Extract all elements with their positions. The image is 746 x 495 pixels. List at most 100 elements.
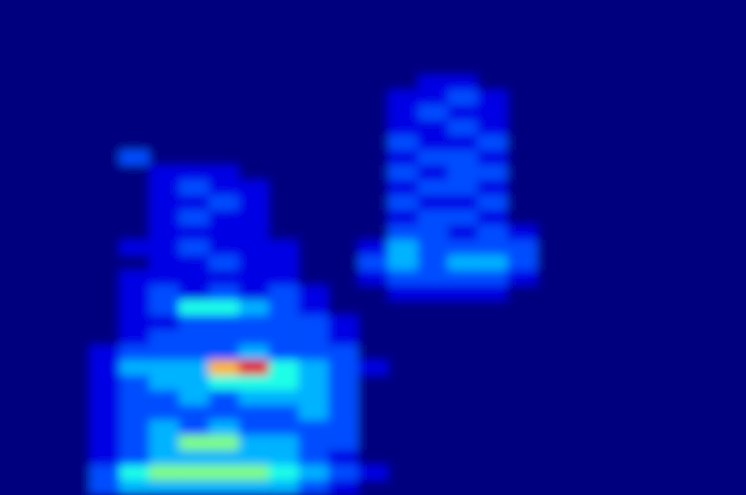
heatmap-cell bbox=[269, 75, 299, 91]
heatmap-cell bbox=[179, 345, 209, 361]
heatmap-cell bbox=[418, 435, 448, 451]
heatmap-cell bbox=[537, 225, 567, 241]
heatmap-cell bbox=[0, 315, 30, 331]
heatmap-cell bbox=[179, 195, 209, 211]
heatmap-cell bbox=[537, 435, 567, 451]
heatmap-cell bbox=[60, 60, 90, 76]
heatmap-cell bbox=[627, 315, 657, 331]
heatmap-cell bbox=[627, 45, 657, 61]
heatmap-cell bbox=[30, 90, 60, 106]
heatmap-cell bbox=[119, 315, 149, 331]
heatmap-cell bbox=[537, 270, 567, 286]
heatmap-cell bbox=[149, 135, 179, 151]
heatmap-cell bbox=[597, 225, 627, 241]
heatmap-cell bbox=[388, 480, 418, 495]
heatmap-cell bbox=[269, 330, 299, 346]
heatmap-cell bbox=[507, 60, 537, 76]
heatmap-cell bbox=[60, 240, 90, 256]
heatmap-cell bbox=[686, 15, 716, 31]
heatmap-cell bbox=[358, 255, 388, 271]
heatmap-cell bbox=[597, 390, 627, 406]
heatmap-cell bbox=[448, 330, 478, 346]
heatmap-cell bbox=[507, 135, 537, 151]
heatmap-cell bbox=[507, 90, 537, 106]
heatmap-cell bbox=[507, 210, 537, 226]
heatmap-cell bbox=[537, 105, 567, 121]
heatmap-cell bbox=[90, 165, 120, 181]
heatmap-cell bbox=[567, 165, 597, 181]
heatmap-cell bbox=[716, 210, 746, 226]
heatmap-cell bbox=[179, 90, 209, 106]
heatmap-cell bbox=[0, 480, 30, 495]
heatmap-cell bbox=[269, 240, 299, 256]
heatmap-cell bbox=[209, 270, 239, 286]
heatmap-cell bbox=[418, 45, 448, 61]
heatmap-cell bbox=[209, 195, 239, 211]
heatmap-cell bbox=[298, 195, 328, 211]
heatmap-cell bbox=[477, 180, 507, 196]
heatmap-cell bbox=[388, 300, 418, 316]
heatmap-cell bbox=[0, 165, 30, 181]
heatmap-cell bbox=[656, 390, 686, 406]
heatmap-cell bbox=[388, 255, 418, 271]
heatmap-cell bbox=[328, 180, 358, 196]
heatmap-cell bbox=[119, 435, 149, 451]
heatmap-cell bbox=[60, 255, 90, 271]
heatmap-cell bbox=[30, 30, 60, 46]
heatmap-cell bbox=[30, 375, 60, 391]
heatmap-cell bbox=[239, 390, 269, 406]
heatmap-cell bbox=[269, 300, 299, 316]
heatmap-cell bbox=[209, 255, 239, 271]
heatmap-cell bbox=[149, 435, 179, 451]
heatmap-cell bbox=[477, 480, 507, 495]
heatmap-cell bbox=[0, 225, 30, 241]
heatmap-cell bbox=[716, 165, 746, 181]
heatmap-cell bbox=[149, 315, 179, 331]
heatmap-cell bbox=[627, 195, 657, 211]
heatmap-cell bbox=[477, 0, 507, 16]
heatmap-cell bbox=[30, 285, 60, 301]
heatmap-cell bbox=[656, 360, 686, 376]
heatmap-cell bbox=[597, 435, 627, 451]
heatmap-cell bbox=[60, 0, 90, 16]
heatmap-cell bbox=[269, 90, 299, 106]
heatmap-cell bbox=[269, 120, 299, 136]
heatmap-cell bbox=[597, 315, 627, 331]
heatmap-cell bbox=[567, 255, 597, 271]
heatmap-cell bbox=[597, 405, 627, 421]
heatmap-cell bbox=[179, 210, 209, 226]
heatmap-cell bbox=[537, 465, 567, 481]
heatmap-cell bbox=[507, 150, 537, 166]
heatmap-cell bbox=[269, 255, 299, 271]
heatmap-cell bbox=[358, 195, 388, 211]
heatmap-cell bbox=[60, 420, 90, 436]
heatmap-cell bbox=[328, 360, 358, 376]
heatmap-cell bbox=[269, 0, 299, 16]
heatmap-cell bbox=[567, 15, 597, 31]
heatmap-cell bbox=[60, 285, 90, 301]
heatmap-cell bbox=[149, 180, 179, 196]
heatmap-cell bbox=[0, 195, 30, 211]
heatmap-cell bbox=[716, 360, 746, 376]
heatmap-cell bbox=[179, 165, 209, 181]
heatmap-cell bbox=[179, 225, 209, 241]
heatmap-cell bbox=[418, 135, 448, 151]
heatmap-cell bbox=[716, 435, 746, 451]
heatmap-cell bbox=[149, 405, 179, 421]
heatmap-cell bbox=[418, 285, 448, 301]
heatmap-cell bbox=[477, 435, 507, 451]
heatmap-cell bbox=[537, 285, 567, 301]
heatmap-cell bbox=[716, 315, 746, 331]
heatmap-cell bbox=[597, 285, 627, 301]
heatmap-cell bbox=[209, 375, 239, 391]
heatmap-cell bbox=[149, 330, 179, 346]
heatmap-cell bbox=[716, 240, 746, 256]
heatmap-cell bbox=[90, 90, 120, 106]
heatmap-cell bbox=[716, 0, 746, 16]
heatmap-cell bbox=[298, 435, 328, 451]
heatmap-cell bbox=[597, 345, 627, 361]
heatmap-cell bbox=[298, 105, 328, 121]
heatmap-cell bbox=[686, 255, 716, 271]
heatmap-cell bbox=[537, 480, 567, 495]
heatmap-cell bbox=[686, 345, 716, 361]
